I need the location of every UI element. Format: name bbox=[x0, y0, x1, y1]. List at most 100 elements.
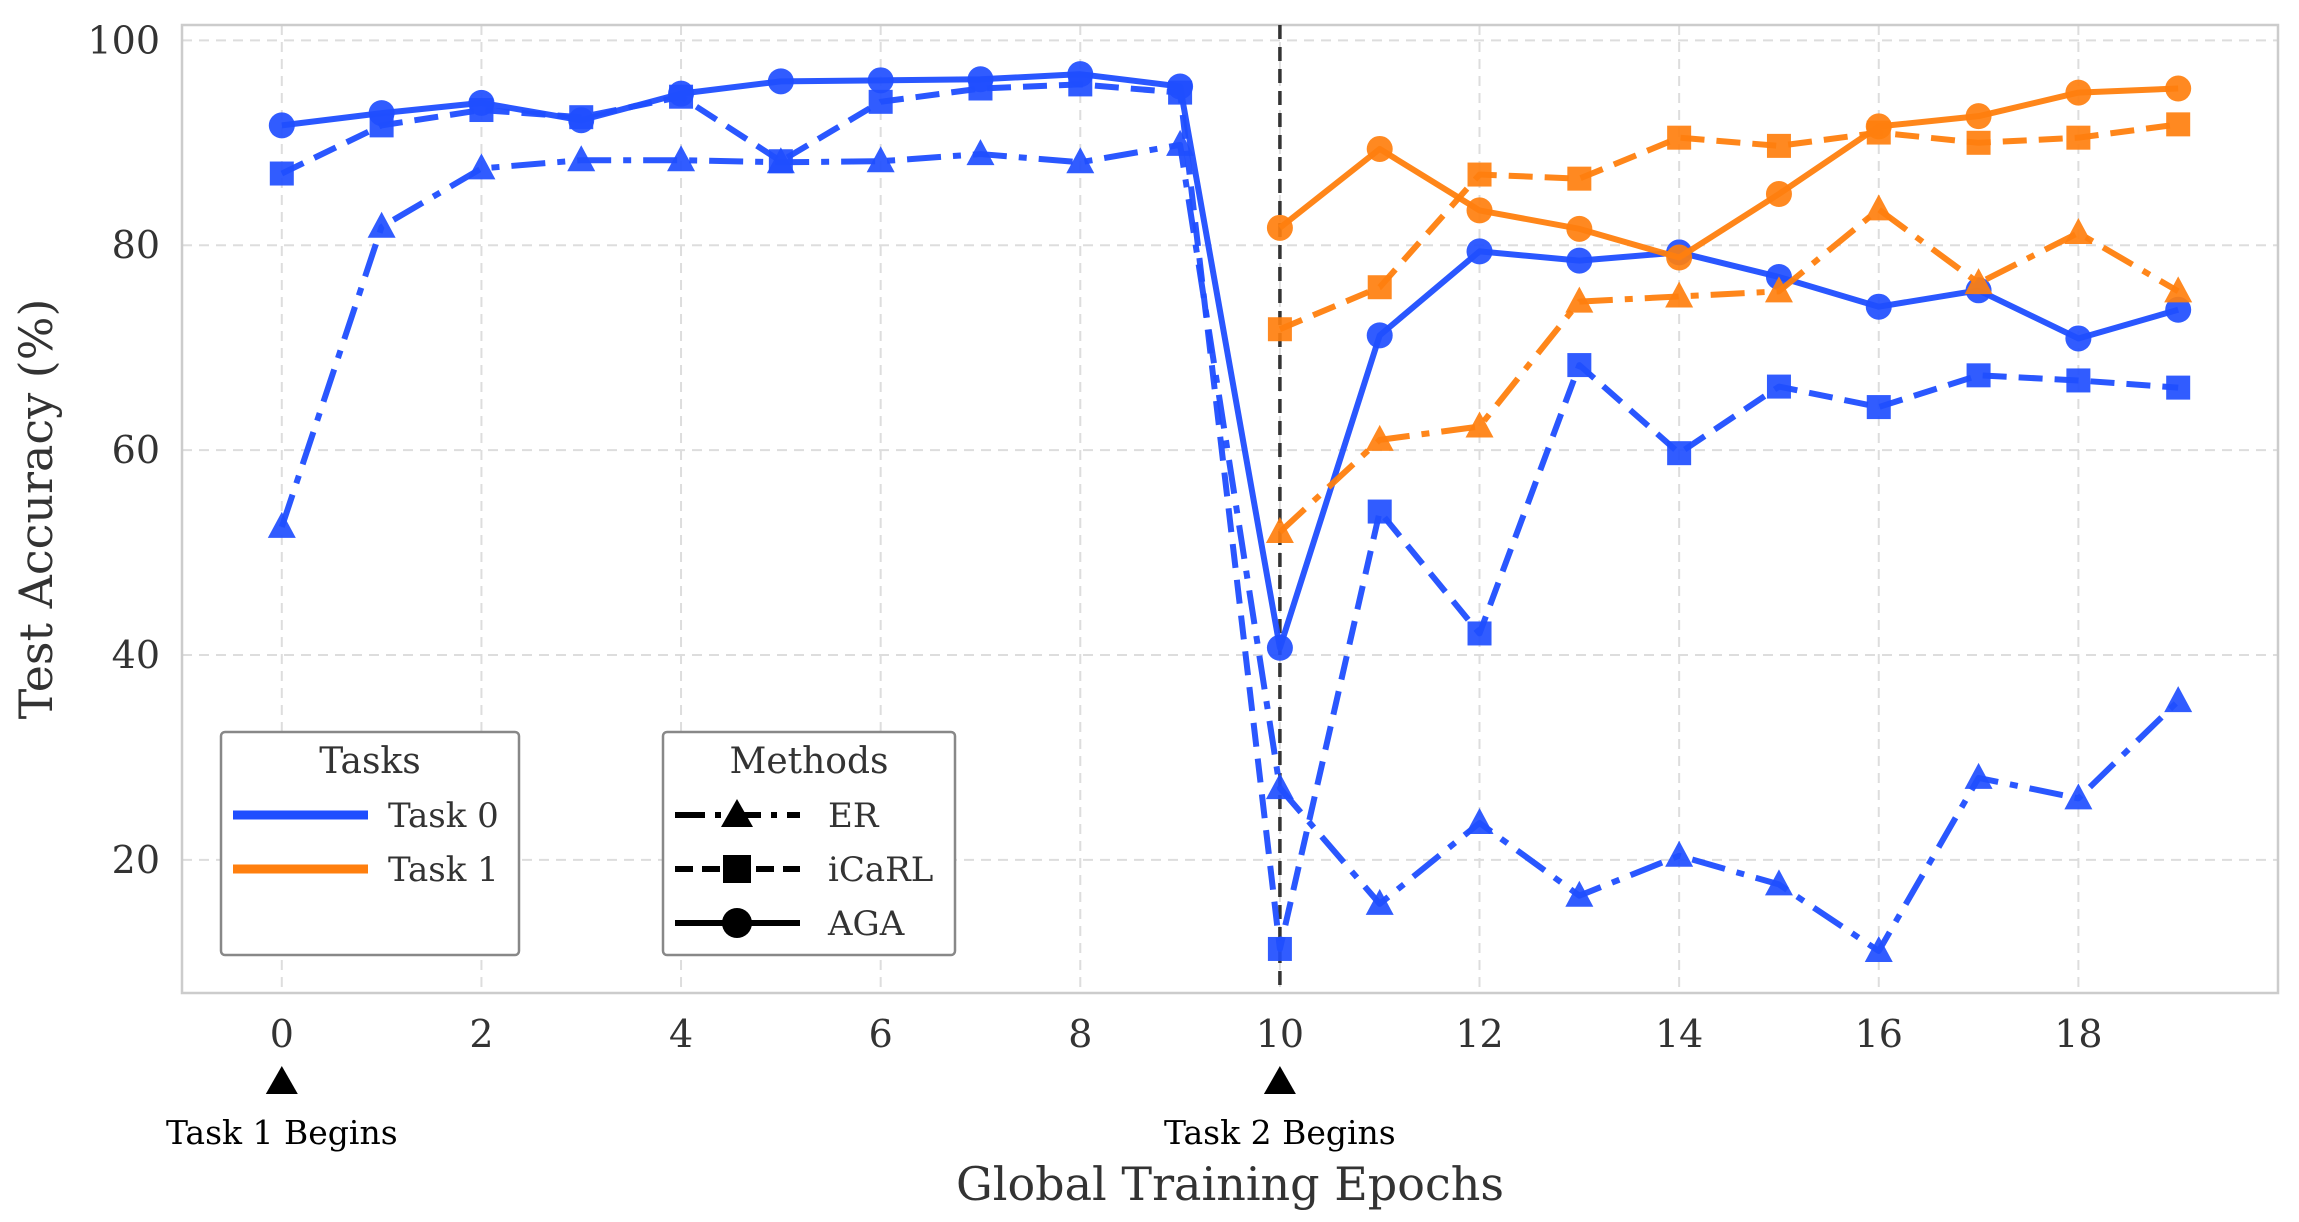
data-point-circle bbox=[1666, 244, 1693, 271]
triangle-icon bbox=[721, 799, 753, 827]
data-point-circle bbox=[668, 80, 695, 107]
data-point-circle bbox=[568, 107, 595, 134]
data-point-triangle bbox=[1864, 936, 1893, 963]
data-point-square bbox=[2066, 368, 2091, 393]
data-point-triangle bbox=[1764, 276, 1793, 303]
data-point-circle bbox=[867, 67, 894, 94]
data-point-triangle bbox=[1964, 268, 1993, 295]
data-point-triangle bbox=[1365, 888, 1394, 915]
data-point-triangle bbox=[2064, 783, 2093, 810]
data-point-square bbox=[1667, 441, 1692, 466]
data-point-square bbox=[1766, 374, 1791, 399]
task1-begin-marker-icon bbox=[265, 1066, 298, 1094]
data-point-square bbox=[1567, 353, 1592, 378]
data-point-square bbox=[768, 149, 793, 174]
data-point-triangle bbox=[1565, 286, 1594, 313]
x-tick-label: 14 bbox=[1655, 1012, 1703, 1056]
legend-task1-label: Task 1 bbox=[388, 850, 499, 890]
data-point-triangle bbox=[1265, 773, 1294, 800]
y-tick-label: 40 bbox=[112, 633, 160, 677]
data-point-triangle bbox=[2164, 686, 2193, 713]
data-point-triangle bbox=[367, 211, 396, 238]
data-point-triangle bbox=[866, 146, 895, 173]
y-tick-label: 60 bbox=[112, 428, 160, 472]
series-task0-er bbox=[267, 129, 2193, 963]
data-point-triangle bbox=[1465, 807, 1494, 834]
data-point-circle bbox=[1765, 181, 1792, 208]
data-point-circle bbox=[767, 68, 794, 95]
x-tick-label: 2 bbox=[469, 1012, 493, 1056]
data-point-triangle bbox=[567, 145, 596, 172]
legend-tasks: Tasks Task 0 Task 1 bbox=[219, 730, 521, 957]
data-point-circle bbox=[967, 66, 994, 93]
data-point-triangle bbox=[1764, 869, 1793, 896]
tick-labels: 0 2 4 6 8 10 12 14 16 18 20 40 60 80 100 bbox=[87, 18, 2102, 1056]
data-point-triangle bbox=[467, 153, 496, 180]
data-point-circle bbox=[468, 89, 495, 116]
data-point-circle bbox=[368, 100, 395, 127]
data-point-circle bbox=[2165, 296, 2192, 323]
data-point-triangle bbox=[2164, 276, 2193, 303]
x-tick-label: 16 bbox=[1855, 1012, 1903, 1056]
series-line bbox=[1278, 121, 2179, 332]
data-point-square bbox=[1567, 166, 1592, 191]
data-point-triangle bbox=[1066, 147, 1095, 174]
y-axis-label: Test Accuracy (%) bbox=[9, 299, 63, 720]
legend-tasks-frame bbox=[219, 730, 521, 957]
x-tick-label: 8 bbox=[1068, 1012, 1092, 1056]
task2-begin-label: Task 2 Begins bbox=[1164, 1113, 1396, 1152]
data-point-circle bbox=[1366, 135, 1393, 162]
data-point-square bbox=[1467, 621, 1492, 646]
data-point-circle bbox=[2065, 325, 2092, 352]
x-tick-label: 6 bbox=[869, 1012, 893, 1056]
data-point-triangle bbox=[267, 511, 296, 538]
data-point-square bbox=[269, 161, 294, 186]
legend-icarl-label: iCaRL bbox=[828, 850, 933, 890]
data-point-square bbox=[1766, 133, 1791, 158]
series-line bbox=[280, 81, 2179, 952]
square-icon bbox=[723, 855, 751, 883]
data-point-circle bbox=[1466, 238, 1493, 265]
data-point-square bbox=[1966, 363, 1991, 388]
data-point-triangle bbox=[1964, 762, 1993, 789]
legend-aga-label: AGA bbox=[827, 904, 905, 944]
series-line bbox=[1277, 206, 2180, 535]
series-line bbox=[1278, 85, 2179, 261]
data-point-circle bbox=[2165, 75, 2192, 102]
data-point-triangle bbox=[1565, 880, 1594, 907]
data-point-square bbox=[1367, 499, 1392, 524]
y-tick-label: 100 bbox=[87, 18, 160, 62]
data-point-circle bbox=[1865, 113, 1892, 140]
x-tick-label: 4 bbox=[669, 1012, 693, 1056]
series-task0-aga bbox=[268, 61, 2192, 661]
data-point-triangle bbox=[667, 145, 696, 172]
series-task0-icarl bbox=[269, 72, 2191, 961]
data-point-square bbox=[2166, 112, 2191, 137]
series-line bbox=[278, 141, 2181, 955]
series-task1-icarl bbox=[1267, 112, 2191, 342]
data-point-triangle bbox=[2064, 217, 2093, 244]
series-task1-aga bbox=[1266, 75, 2192, 271]
data-point-circle bbox=[1067, 61, 1094, 88]
data-point-triangle bbox=[1265, 517, 1294, 544]
data-point-triangle bbox=[1864, 194, 1893, 221]
data-point-square bbox=[1267, 936, 1292, 961]
data-point-circle bbox=[1466, 197, 1493, 224]
task-begin-annotations: Task 1 Begins Task 2 Begins bbox=[166, 1066, 1396, 1152]
legend-er-label: ER bbox=[828, 796, 880, 836]
x-tick-label: 0 bbox=[270, 1012, 294, 1056]
x-axis-label: Global Training Epochs bbox=[956, 1157, 1504, 1211]
data-point-circle bbox=[1266, 634, 1293, 661]
data-point-triangle bbox=[1166, 129, 1195, 156]
data-point-square bbox=[1667, 125, 1692, 150]
data-point-circle bbox=[1566, 247, 1593, 274]
y-tick-label: 80 bbox=[112, 223, 160, 267]
data-point-circle bbox=[1266, 214, 1293, 241]
series-layer bbox=[267, 61, 2193, 963]
data-point-square bbox=[2066, 125, 2091, 150]
data-point-circle bbox=[2065, 79, 2092, 106]
legend-tasks-title: Tasks bbox=[319, 741, 420, 782]
data-point-triangle bbox=[1665, 281, 1694, 308]
data-point-square bbox=[1267, 317, 1292, 342]
